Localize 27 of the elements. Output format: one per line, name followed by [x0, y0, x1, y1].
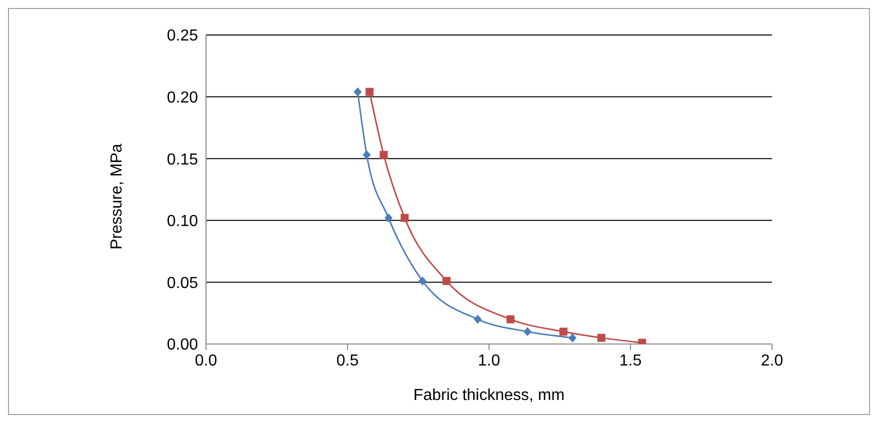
point — [568, 333, 576, 342]
point — [380, 150, 388, 159]
point — [559, 328, 568, 336]
point — [400, 214, 409, 222]
point — [366, 88, 374, 96]
point — [474, 314, 482, 324]
point — [523, 327, 532, 336]
point — [362, 150, 371, 160]
x-tick-label: 1.0 — [478, 352, 500, 370]
y-axis-title: Pressure, MPa — [108, 144, 126, 250]
point — [506, 315, 515, 324]
y-tick-label: 0.20 — [166, 89, 198, 106]
y-tick-label: 0.05 — [166, 274, 198, 292]
x-tick-label: 1.5 — [619, 352, 642, 370]
y-tick-label: 0.00 — [166, 336, 198, 354]
y-tick-label: 0.10 — [166, 213, 198, 230]
x-tick-label: 2.0 — [760, 352, 784, 370]
point — [442, 276, 451, 285]
x-axis-title: Fabric thickness, mm — [413, 387, 565, 404]
point — [354, 87, 362, 96]
x-tick-label: 0.0 — [194, 352, 218, 370]
point — [418, 276, 426, 286]
y-tick-label: 0.15 — [166, 151, 198, 168]
y-tick-label: 0.25 — [166, 28, 198, 45]
x-tick-label: 0.5 — [336, 352, 359, 370]
point — [384, 213, 393, 222]
point — [597, 334, 606, 342]
